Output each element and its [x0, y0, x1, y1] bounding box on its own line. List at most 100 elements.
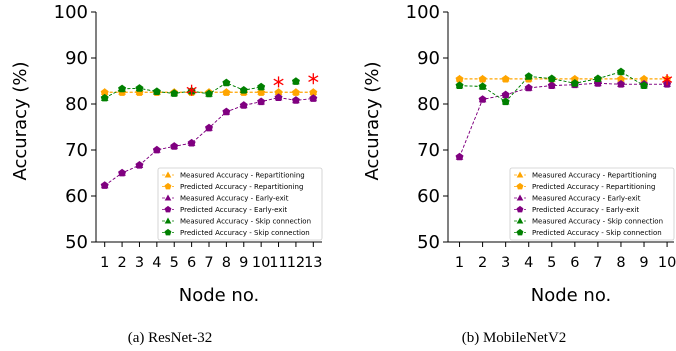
x-tick-label: 6 [187, 255, 196, 271]
legend-marker [516, 228, 524, 236]
legend-marker [516, 217, 524, 224]
data-point [222, 88, 231, 96]
series-4 [100, 77, 300, 101]
x-tick-label: 10 [658, 255, 676, 271]
x-tick-label: 3 [501, 255, 510, 271]
series-3 [100, 93, 318, 189]
x-tick-label: 10 [252, 255, 270, 271]
x-tick-label: 11 [269, 255, 287, 271]
x-axis-title: Node no. [531, 285, 612, 306]
data-point [616, 67, 625, 76]
data-point [274, 93, 283, 101]
y-tick-label: 70 [417, 140, 440, 161]
y-tick-label: 70 [65, 140, 88, 161]
legend-marker [164, 182, 172, 190]
legend-box [157, 167, 323, 241]
data-point [455, 81, 464, 89]
series-line [459, 82, 668, 158]
x-tick-label: 2 [117, 255, 126, 271]
data-point [291, 77, 300, 85]
legend-marker [164, 194, 172, 201]
data-point [135, 160, 144, 169]
legend-label: Measured Accuracy - Early-exit [532, 195, 641, 203]
data-point [616, 74, 625, 83]
y-tick-label: 100 [406, 2, 440, 23]
legend-label: Predicted Accuracy - Early-exit [180, 206, 287, 214]
data-point [118, 168, 127, 177]
red-star-marker [661, 74, 673, 86]
series-5 [100, 77, 300, 102]
data-point [100, 88, 109, 96]
legend-label: Predicted Accuracy - Repartitioning [532, 183, 655, 191]
y-axis-title: Accuracy (%) [10, 61, 31, 180]
data-point [239, 101, 248, 109]
legend-marker [164, 228, 172, 236]
x-tick-label: 4 [524, 255, 533, 271]
legend-marker [164, 205, 172, 213]
data-point [170, 89, 179, 97]
data-point [239, 86, 248, 94]
data-point [100, 181, 109, 189]
figure-caption: (b) MobileNetV2 [462, 330, 567, 346]
legend-label: Measured Accuracy - Early-exit [180, 195, 289, 203]
series-line [104, 82, 262, 99]
data-point [501, 74, 510, 83]
data-point [478, 95, 487, 103]
legend-marker [516, 194, 524, 201]
series-0 [455, 74, 671, 82]
y-tick-label: 90 [65, 48, 88, 69]
series-line [459, 71, 645, 103]
red-star-marker [273, 76, 284, 88]
chart-mobilenetv2: 50 60 70 80 90 100 1 2 3 4 5 6 7 8 9 10 Node no. Accuracy… [362, 2, 676, 346]
data-point [455, 152, 464, 161]
legend-box [509, 167, 675, 241]
data-point [257, 97, 266, 106]
data-point [152, 87, 161, 95]
data-point [205, 123, 213, 132]
legend-label: Measured Accuracy - Skip connection [180, 218, 311, 226]
data-point [222, 78, 231, 87]
data-point [205, 89, 213, 98]
data-point [257, 82, 266, 91]
data-point [274, 88, 283, 96]
legend: Measured Accuracy - Repartitioning Predic… [509, 167, 675, 241]
x-tick-label: 2 [478, 255, 487, 271]
data-point [547, 81, 556, 89]
data-point [100, 93, 109, 102]
series-5 [455, 67, 649, 106]
series-3 [455, 79, 672, 161]
data-point [593, 74, 602, 83]
y-tick-label: 80 [65, 94, 88, 115]
legend-marker [516, 171, 524, 178]
y-tick-label: 50 [417, 232, 440, 253]
x-tick-label: 8 [222, 255, 231, 271]
data-point [455, 74, 464, 83]
figure-caption: (a) ResNet-32 [128, 330, 213, 346]
x-tick-label: 7 [593, 255, 602, 271]
legend-marker [164, 217, 172, 224]
y-tick-label: 50 [65, 232, 88, 253]
y-tick-label: 60 [65, 186, 88, 207]
data-point [478, 82, 487, 90]
legend: Measured Accuracy - Repartitioning Predic… [157, 167, 323, 241]
x-tick-label: 8 [616, 255, 625, 271]
data-point [570, 79, 579, 87]
x-tick-label: 13 [304, 255, 322, 271]
x-tick-label: 4 [152, 255, 161, 271]
legend-label: Predicted Accuracy - Skip connection [532, 229, 662, 237]
data-point [640, 81, 649, 89]
series-line [104, 82, 262, 99]
x-tick-label: 9 [239, 255, 248, 271]
data-point [187, 138, 196, 147]
y-axis-title: Accuracy (%) [362, 61, 383, 180]
data-point [524, 72, 533, 80]
y-tick-label: 100 [54, 2, 88, 23]
x-tick-label: 5 [170, 255, 179, 271]
x-tick-label: 6 [570, 255, 579, 271]
data-point [501, 90, 510, 99]
data-point [501, 97, 510, 106]
legend-label: Predicted Accuracy - Repartitioning [180, 183, 303, 191]
data-point [640, 74, 649, 83]
series-1 [455, 74, 672, 83]
